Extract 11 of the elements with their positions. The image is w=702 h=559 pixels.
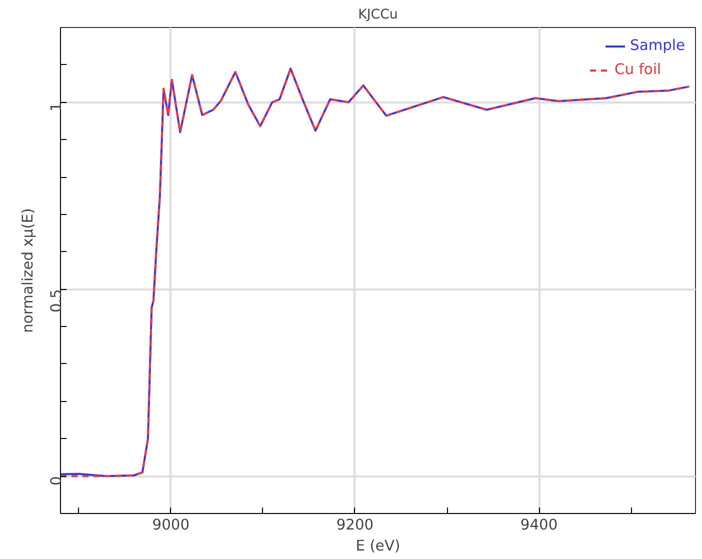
y-axis-title: normalized xμ(E) <box>20 208 36 333</box>
x-tick-label: 9400 <box>520 516 558 534</box>
legend-label: Cu foil <box>614 61 661 78</box>
x-tick-label: 9000 <box>152 516 190 534</box>
y-tick-label: 1 <box>48 102 65 112</box>
x-tick-label: 9200 <box>336 516 374 534</box>
legend-label: Sample <box>630 37 685 54</box>
y-tick-label: 0.5 <box>48 289 65 312</box>
y-tick-label: 0 <box>48 476 65 486</box>
x-axis-title: E (eV) <box>356 538 400 554</box>
chart-title: KJCCu <box>358 8 398 22</box>
